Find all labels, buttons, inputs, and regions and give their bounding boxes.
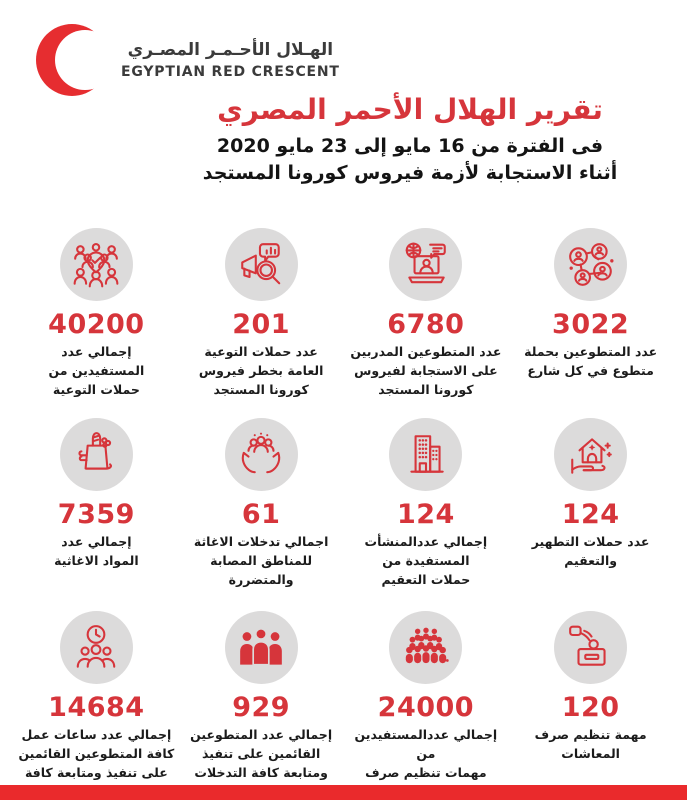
online-training-icon [405, 242, 446, 283]
stat-label: عدد حملات التوعية العامة بخطر فيروس كورو… [198, 344, 324, 397]
stat-value: 124 [396, 499, 455, 530]
stat-active-volunteers: 929 إجمالي عدد المتطوعين القائمين على تن… [179, 611, 344, 801]
hands-people-icon [241, 432, 281, 473]
house-sanitize-icon [570, 437, 612, 474]
report-period: فى الفترة من 16 مايو إلى 23 مايو 2020 [216, 135, 604, 157]
stat-label: مهمة تنظيم صرف المعاشات [534, 727, 647, 761]
stat-value: 124 [561, 499, 620, 530]
stat-awareness-beneficiaries: 40200 إجمالي عدد المستفيدين من حملات الت… [14, 228, 179, 418]
stat-value: 61 [241, 499, 281, 530]
crescent-inner [55, 30, 115, 90]
stat-value: 14684 [48, 692, 145, 723]
org-name-english: EGYPTIAN RED CRESCENT [121, 64, 340, 80]
stat-value: 3022 [552, 309, 630, 340]
stat-sanitized-facilities: 124 إجمالي عددالمنشأت المستفيدة من حملات… [344, 418, 509, 611]
stat-volunteer-hours: 14684 إجمالي عدد ساعات عمل كافة المتطوعي… [14, 611, 179, 801]
building-icon [410, 434, 444, 473]
stat-awareness-campaigns: 201 عدد حملات التوعية العامة بخطر فيروس … [179, 228, 344, 418]
stat-label: إجمالي عددالمنشأت المستفيدة من حملات الت… [364, 534, 488, 587]
stat-label: إجمالي عدد المواد الاغاثية [54, 534, 139, 568]
stat-icon-circle [224, 228, 298, 301]
stat-icon-circle [554, 611, 628, 684]
stats-grid: 3022 عدد المتطوعين بحملة متطوع في كل شار… [14, 228, 673, 801]
stat-relief-materials: 7359 إجمالي عدد المواد الاغاثية [14, 418, 179, 611]
stat-street-campaign-volunteers: 3022 عدد المتطوعين بحملة متطوع في كل شار… [508, 228, 673, 418]
stat-icon-circle [389, 611, 463, 684]
stat-label: إجمالي عدد ساعات عمل كافة المتطوعين القا… [18, 727, 175, 798]
stat-label: عدد المتطوعين بحملة متطوع في كل شارع [524, 344, 658, 378]
stat-icon-circle [59, 228, 133, 301]
bottom-red-bar [0, 785, 687, 800]
relief-bag-icon [78, 431, 113, 470]
crowd-icon [405, 627, 449, 663]
stat-value: 7359 [57, 499, 135, 530]
pension-box-icon [568, 625, 606, 666]
stat-label: إجمالي عدد المتطوعين القائمين على تنفيذ … [190, 727, 333, 780]
stat-label: إجمالي عدد المستفيدين من حملات التوعية [48, 344, 145, 397]
stat-value: 120 [561, 692, 620, 723]
org-name-arabic: الهـلال الأحـمـر المصـري [127, 40, 334, 60]
three-people-icon [240, 627, 282, 665]
stat-icon-circle [59, 418, 133, 491]
org-name: الهـلال الأحـمـر المصـري EGYPTIAN RED CR… [121, 40, 340, 80]
stat-value: 929 [232, 692, 291, 723]
stat-icon-circle [389, 418, 463, 491]
audience-check-icon [73, 242, 119, 287]
red-crescent-icon [36, 24, 115, 96]
stat-value: 201 [232, 309, 291, 340]
stat-icon-circle [389, 228, 463, 301]
stat-label: عدد المتطوعين المدربين على الاستجابة لفي… [350, 344, 502, 397]
stat-value: 40200 [48, 309, 145, 340]
report-title: تقرير الهلال الأحمر المصري [217, 93, 603, 126]
stat-icon-circle [554, 228, 628, 301]
stat-relief-interventions: 61 اجمالي تدخلات الاغاثة للمناطق المصابة… [179, 418, 344, 611]
stat-label: عدد حملات التطهير والتعقيم [531, 534, 650, 568]
stat-sanitize-campaigns: 124 عدد حملات التطهير والتعقيم [508, 418, 673, 611]
stat-icon-circle [554, 418, 628, 491]
clock-people-icon [77, 624, 116, 668]
stat-icon-circle [224, 611, 298, 684]
stat-pension-beneficiaries: 24000 إجمالي عددالمستفيدين من مهمات تنظي… [344, 611, 509, 801]
report-context: أثناء الاستجابة لأزمة فيروس كورونا المست… [202, 162, 618, 184]
report-header: تقرير الهلال الأحمر المصري فى الفترة من … [140, 93, 680, 184]
stat-icon-circle [224, 418, 298, 491]
stat-value: 6780 [387, 309, 465, 340]
stat-trained-volunteers: 6780 عدد المتطوعين المدربين على الاستجاب… [344, 228, 509, 418]
awareness-campaign-icon [241, 242, 281, 284]
stat-value: 24000 [377, 692, 475, 723]
org-logo: الهـلال الأحـمـر المصـري EGYPTIAN RED CR… [36, 24, 340, 96]
stat-label: اجمالي تدخلات الاغاثة للمناطق المصابة وا… [193, 534, 329, 587]
stat-pension-missions: 120 مهمة تنظيم صرف المعاشات [508, 611, 673, 801]
people-network-icon [568, 242, 614, 286]
stat-icon-circle [59, 611, 133, 684]
